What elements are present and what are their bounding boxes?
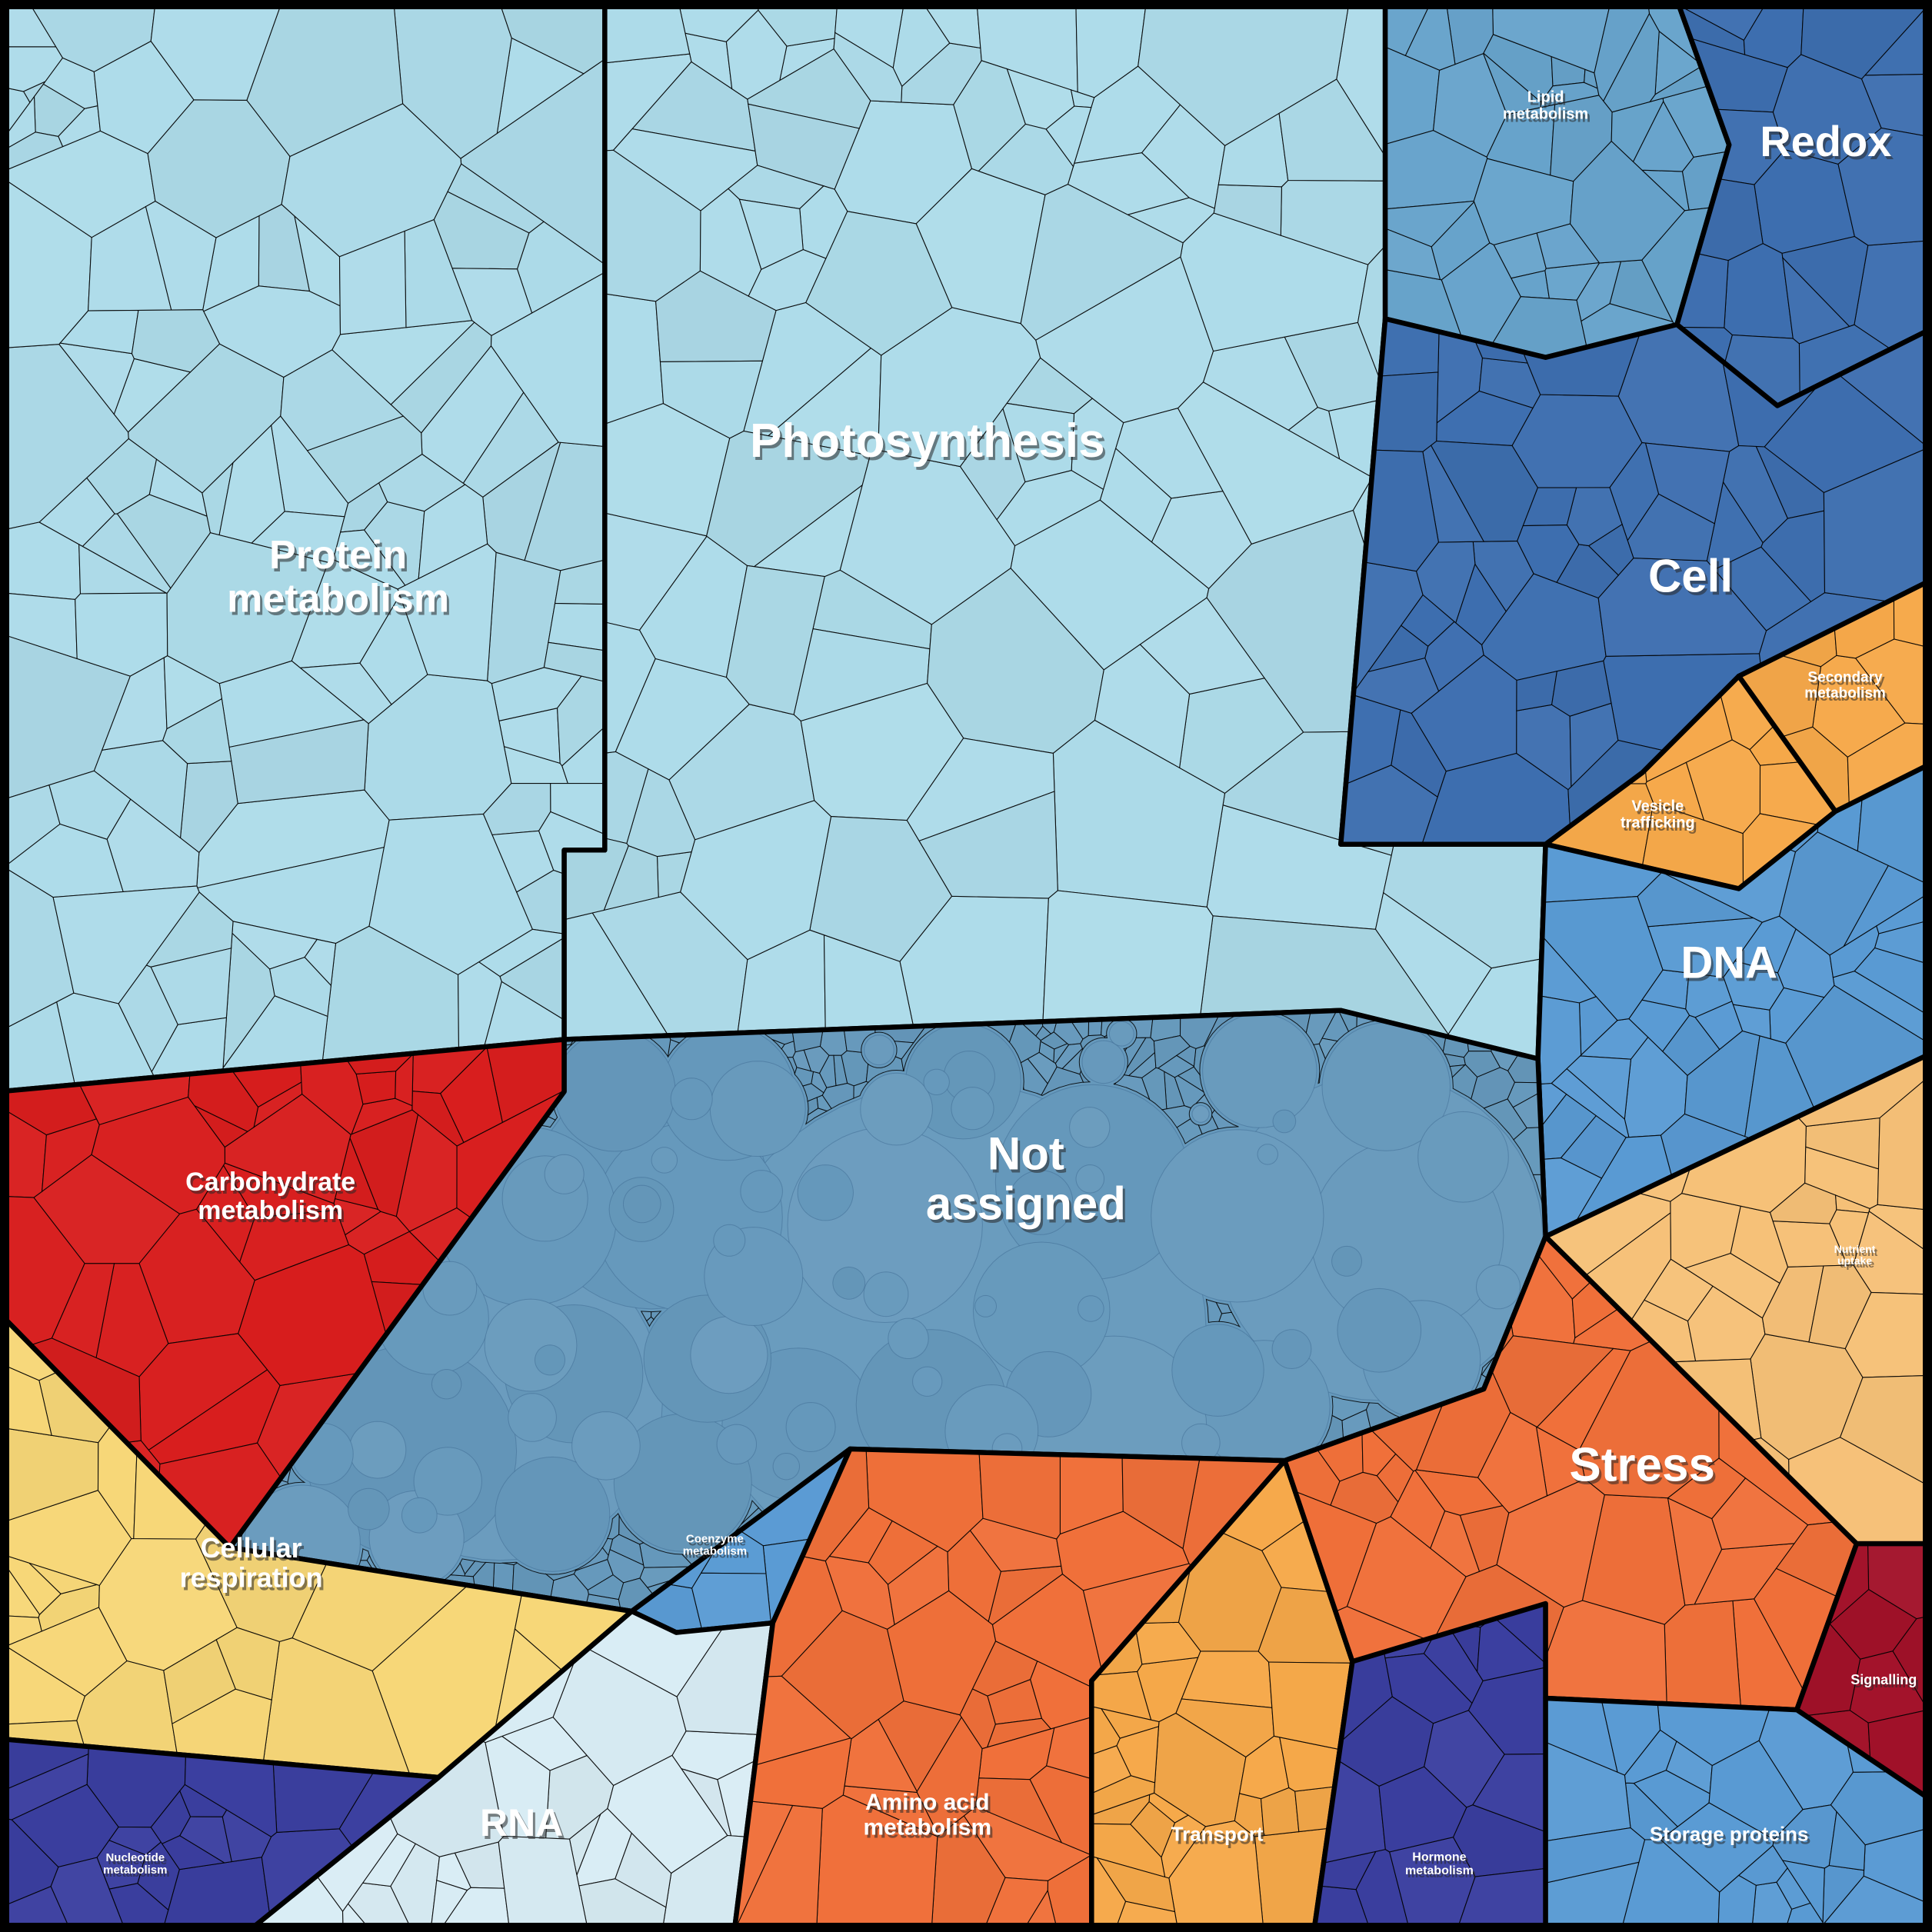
svg-text:Stress: Stress bbox=[1569, 1438, 1715, 1491]
svg-text:Vesicle: Vesicle bbox=[1631, 798, 1684, 815]
svg-text:DNA: DNA bbox=[1681, 938, 1777, 988]
svg-text:Cell: Cell bbox=[1648, 550, 1733, 601]
svg-text:Lipid: Lipid bbox=[1527, 89, 1564, 106]
svg-text:assigned: assigned bbox=[926, 1178, 1126, 1230]
svg-text:Photosynthesis: Photosynthesis bbox=[750, 415, 1105, 468]
svg-text:uptake: uptake bbox=[1837, 1254, 1872, 1267]
svg-text:metabolism: metabolism bbox=[198, 1196, 343, 1225]
svg-text:Protein: Protein bbox=[269, 533, 407, 578]
svg-text:Hormone: Hormone bbox=[1412, 1851, 1466, 1864]
svg-text:Not: Not bbox=[988, 1128, 1064, 1180]
svg-text:Redox: Redox bbox=[1760, 117, 1891, 165]
svg-text:Nucleotide: Nucleotide bbox=[105, 1851, 165, 1864]
svg-text:Secondary: Secondary bbox=[1807, 670, 1883, 686]
svg-text:metabolism: metabolism bbox=[683, 1545, 747, 1558]
svg-text:Nutrient: Nutrient bbox=[1834, 1243, 1876, 1255]
svg-text:Coenzyme: Coenzyme bbox=[686, 1532, 744, 1545]
svg-text:Amino acid: Amino acid bbox=[865, 1790, 990, 1815]
svg-text:RNA: RNA bbox=[480, 1801, 563, 1844]
svg-text:trafficking: trafficking bbox=[1621, 814, 1695, 831]
svg-text:metabolism: metabolism bbox=[227, 576, 449, 621]
svg-text:metabolism: metabolism bbox=[1503, 105, 1588, 122]
svg-text:Storage proteins: Storage proteins bbox=[1650, 1822, 1809, 1845]
svg-text:metabolism: metabolism bbox=[1405, 1864, 1474, 1877]
svg-text:metabolism: metabolism bbox=[863, 1814, 991, 1840]
svg-text:Transport: Transport bbox=[1171, 1822, 1264, 1845]
svg-text:Signalling: Signalling bbox=[1850, 1672, 1917, 1687]
svg-text:respiration: respiration bbox=[180, 1562, 323, 1594]
svg-text:metabolism: metabolism bbox=[103, 1864, 167, 1877]
svg-text:Carbohydrate: Carbohydrate bbox=[185, 1168, 355, 1197]
svg-text:Cellular: Cellular bbox=[201, 1532, 302, 1564]
svg-text:metabolism: metabolism bbox=[1804, 685, 1886, 701]
